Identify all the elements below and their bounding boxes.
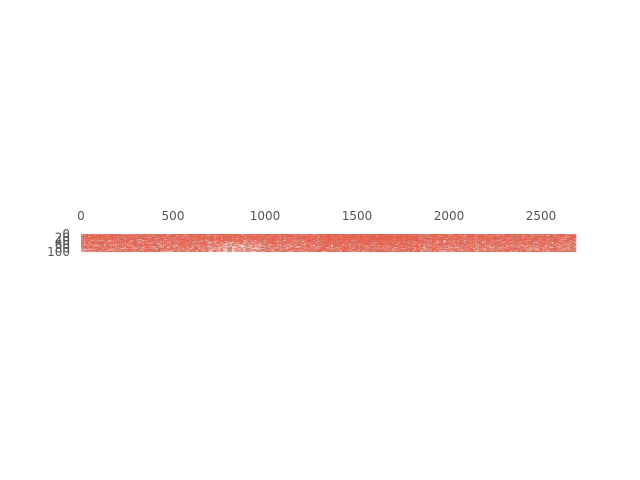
matrix-cells [81,234,577,253]
plot-area [81,234,577,253]
